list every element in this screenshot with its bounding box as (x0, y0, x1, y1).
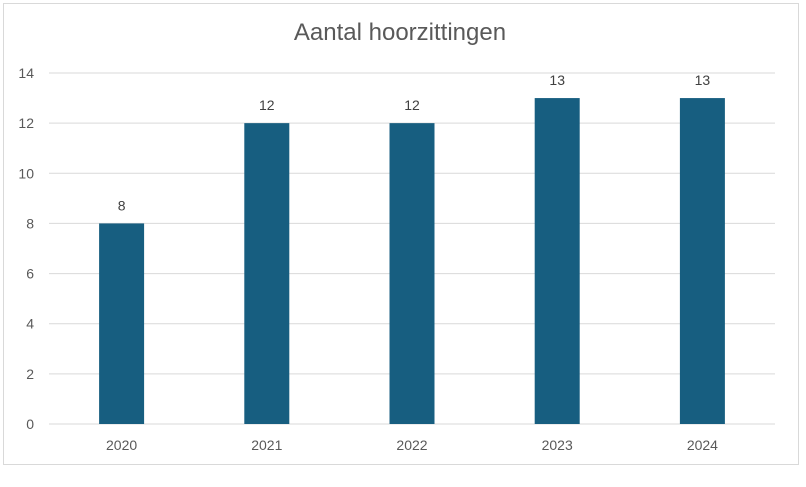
data-labels: 8 12 12 13 13 (118, 72, 711, 213)
y-tick-label: 4 (26, 316, 34, 332)
bar-2024 (679, 98, 725, 425)
data-label: 13 (549, 72, 565, 88)
data-label: 12 (404, 97, 420, 113)
x-tick-label: 2022 (396, 437, 427, 453)
bars (99, 98, 725, 425)
y-tick-label: 14 (18, 65, 34, 81)
y-tick-label: 12 (18, 115, 34, 131)
x-tick-label: 2023 (542, 437, 573, 453)
data-label: 12 (259, 97, 275, 113)
x-tick-label: 2020 (106, 437, 137, 453)
x-axis-ticks: 2020 2021 2022 2023 2024 (106, 437, 718, 453)
y-tick-label: 6 (26, 266, 34, 282)
y-axis-ticks: 0 2 4 6 8 10 12 14 (18, 65, 34, 432)
data-label: 8 (118, 197, 126, 213)
y-tick-label: 2 (26, 366, 34, 382)
chart-title: Aantal hoorzittingen (293, 19, 507, 46)
y-tick-label: 8 (26, 215, 34, 231)
bar-2023 (534, 98, 580, 425)
bar-2022 (389, 123, 435, 425)
x-tick-label: 2021 (251, 437, 282, 453)
x-tick-label: 2024 (687, 437, 718, 453)
y-tick-label: 0 (26, 416, 34, 432)
data-label: 13 (695, 72, 711, 88)
bar-2020 (99, 223, 145, 424)
bar-2021 (244, 123, 290, 425)
y-tick-label: 10 (18, 165, 34, 181)
